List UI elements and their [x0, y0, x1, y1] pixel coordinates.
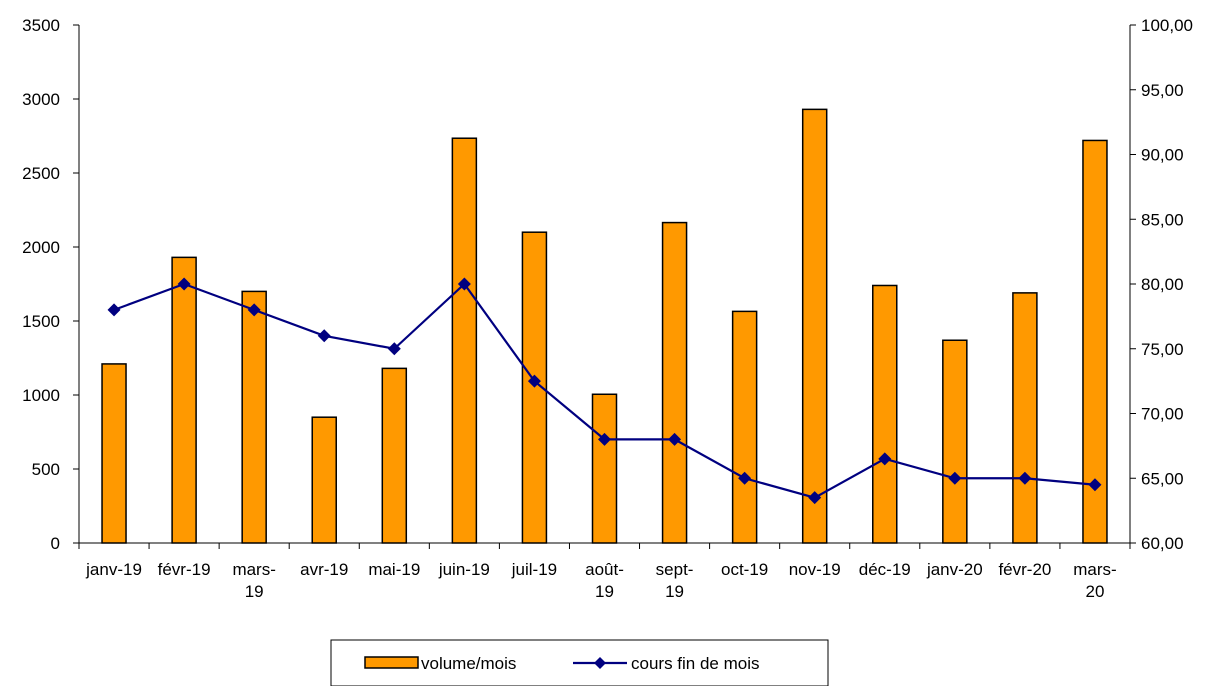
- right-tick-label: 60,00: [1141, 534, 1184, 553]
- x-tick-label-déc-19: déc-19: [859, 560, 911, 579]
- left-tick-label: 0: [51, 534, 60, 553]
- bar-juin-19: [451, 137, 478, 544]
- bar-déc-19: [872, 284, 898, 544]
- left-tick-label: 2000: [22, 238, 60, 257]
- bar-janv-20: [942, 339, 968, 544]
- bar-mars-19: [241, 290, 267, 544]
- bar-févr-20: [1012, 292, 1038, 544]
- right-tick-label: 65,00: [1141, 469, 1184, 488]
- x-tick-label-sept-19: sept-19: [656, 560, 694, 601]
- price-point-janv-20: [948, 471, 962, 485]
- legend-label-price: cours fin de mois: [631, 654, 760, 673]
- left-tick-label: 2500: [22, 164, 60, 183]
- bar-series-volume: [101, 108, 1108, 544]
- x-tick-label-mai-19: mai-19: [368, 560, 420, 579]
- right-tick-label: 70,00: [1141, 405, 1184, 424]
- left-tick-label: 500: [32, 460, 60, 479]
- price-point-juin-19: [457, 277, 471, 291]
- x-tick-label-avr-19: avr-19: [300, 560, 348, 579]
- x-tick-label-juil-19: juil-19: [511, 560, 557, 579]
- price-point-janv-19: [107, 303, 121, 317]
- price-point-mars-20: [1088, 478, 1102, 492]
- x-tick-label-mars-19: mars-19: [232, 560, 275, 601]
- price-point-août-19: [598, 432, 611, 446]
- price-point-mai-19: [387, 342, 401, 356]
- price-point-déc-19: [878, 452, 892, 466]
- price-point-sept-19: [668, 432, 682, 446]
- price-point-juil-19: [527, 374, 541, 388]
- x-tick-label-oct-19: oct-19: [721, 560, 768, 579]
- right-tick-label: 100,00: [1141, 16, 1193, 35]
- legend-marker-price: [594, 657, 606, 669]
- bar-nov-19: [801, 108, 828, 544]
- x-tick-label-juin-19: juin-19: [438, 560, 490, 579]
- bar-mai-19: [381, 367, 408, 544]
- bar-sept-19: [661, 221, 688, 544]
- x-tick-label-janv-20: janv-20: [926, 560, 983, 579]
- right-tick-label: 95,00: [1141, 81, 1184, 100]
- line-series-price: [107, 277, 1102, 505]
- right-tick-label: 75,00: [1141, 340, 1184, 359]
- bar-oct-19: [731, 310, 758, 544]
- x-tick-label-août-19: août-19: [585, 560, 624, 601]
- left-tick-label: 1500: [22, 312, 60, 331]
- x-tick-label-févr-19: févr-19: [158, 560, 211, 579]
- bar-févr-19: [171, 256, 197, 544]
- left-tick-label: 3500: [22, 16, 60, 35]
- price-point-mars-19: [247, 303, 261, 317]
- left-tick-label: 3000: [22, 90, 60, 109]
- x-tick-label-nov-19: nov-19: [789, 560, 841, 579]
- plot-area: 0 500 1000 1500 2000 2500 3000 3500 60,00 65,00 7…: [22, 16, 1193, 601]
- price-point-févr-20: [1018, 471, 1032, 485]
- price-point-nov-19: [808, 491, 822, 505]
- right-tick-label: 90,00: [1141, 146, 1184, 165]
- legend-swatch-volume: [364, 656, 419, 669]
- price-point-févr-19: [177, 277, 191, 291]
- x-tick-label-janv-19: janv-19: [85, 560, 142, 579]
- x-tick-label-févr-20: févr-20: [998, 560, 1051, 579]
- right-tick-label: 80,00: [1141, 275, 1184, 294]
- x-tick-label-mars-20: mars-20: [1073, 560, 1116, 601]
- legend: volume/mois cours fin de mois: [330, 639, 829, 686]
- bar-avr-19: [311, 416, 337, 544]
- price-point-oct-19: [738, 471, 752, 485]
- left-tick-label: 1000: [22, 386, 60, 405]
- legend-label-volume: volume/mois: [421, 654, 516, 673]
- price-point-avr-19: [317, 329, 331, 343]
- left-y-ticks: 0 500 1000 1500 2000 2500 3000 3500: [22, 16, 79, 553]
- right-tick-label: 85,00: [1141, 210, 1184, 229]
- right-y-ticks: 60,00 65,00 70,00 75,00 80,00 85,00 90,00 95,00…: [1130, 16, 1193, 553]
- x-ticks: janv-19 févr-19 mars-19 avr-19 mai-19 juin-19…: [78, 543, 1131, 601]
- bar-janv-19: [101, 363, 127, 544]
- bar-août-19: [591, 393, 618, 544]
